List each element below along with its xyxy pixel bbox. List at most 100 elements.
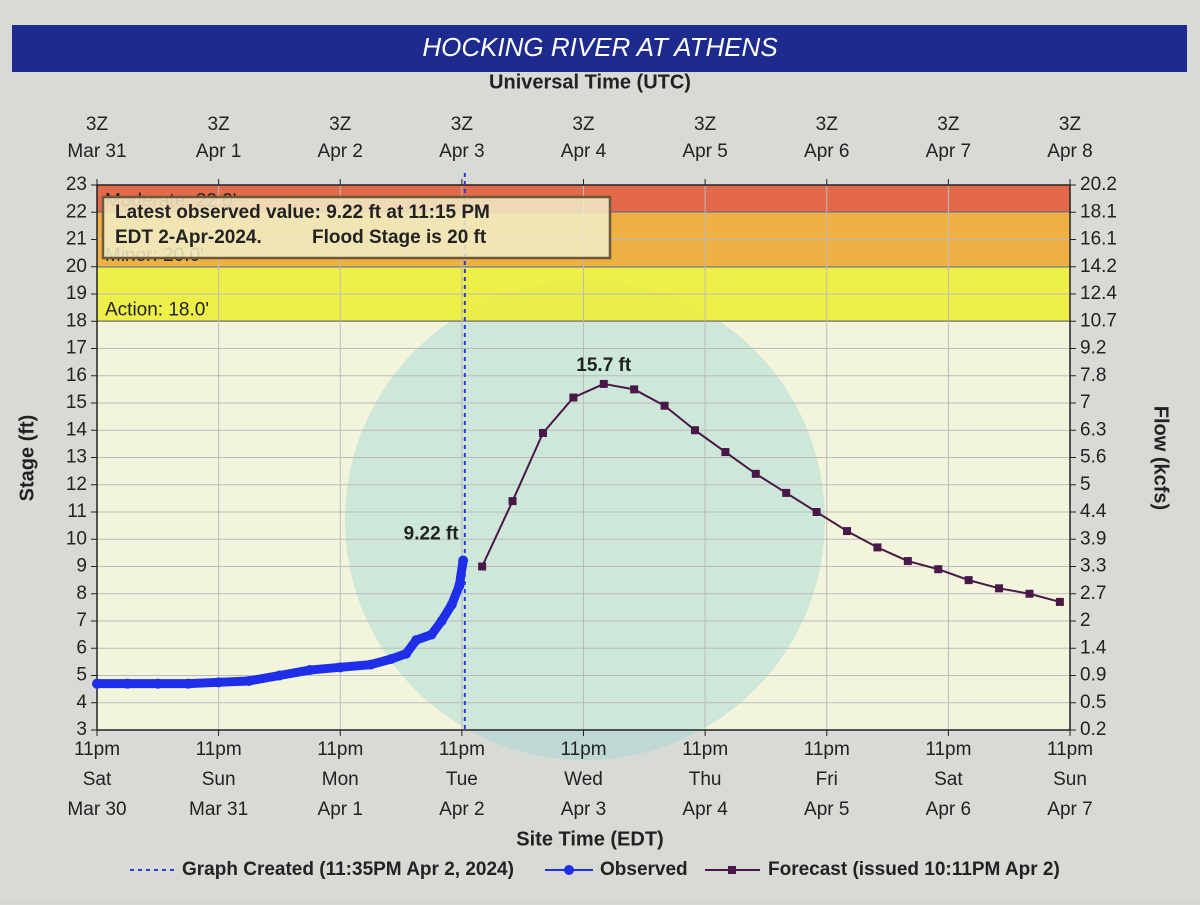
chart-title: HOCKING RIVER AT ATHENS	[422, 32, 778, 62]
x-tick-label: 11pm	[74, 739, 120, 760]
y-tick-label: 14	[66, 419, 88, 440]
forecast-point	[873, 543, 882, 552]
observed-point	[274, 670, 285, 681]
y-tick-label: 17	[66, 338, 87, 359]
x-tick-label: Mon	[322, 769, 359, 790]
y-tick-label: 10	[66, 528, 87, 549]
forecast-point	[995, 584, 1004, 593]
y-tick-label: 23	[66, 174, 87, 195]
x-tick-label: Apr 5	[804, 799, 849, 820]
plot-frame	[96, 184, 1071, 731]
observed-point	[183, 678, 194, 689]
forecast-point	[964, 576, 973, 585]
x2-tick-label: 3Z	[451, 114, 474, 135]
y2-tick-label: 18.1	[1080, 201, 1117, 222]
observed-point	[244, 675, 255, 686]
forecast-point	[690, 426, 699, 435]
x-tick-label: Sat	[83, 769, 112, 790]
y2-tick-label: 5.6	[1080, 447, 1106, 468]
annotation-line: Flood Stage is 20 ft	[312, 227, 487, 248]
y-tick-label: 22	[66, 201, 87, 222]
forecast-point	[630, 385, 639, 394]
y2-tick-label: 0.5	[1080, 692, 1106, 713]
forecast-point	[903, 557, 912, 566]
x2-tick-label: Apr 4	[561, 141, 607, 162]
watermark	[345, 280, 825, 760]
x-tick-label: 11pm	[925, 739, 971, 760]
y2-tick-label: 14.2	[1080, 256, 1117, 277]
y-tick-label: 13	[66, 447, 87, 468]
forecast-point	[934, 565, 943, 574]
x2-tick-label: 3Z	[86, 114, 109, 135]
y-tick-label: 11	[67, 501, 87, 522]
x-tick-label: Tue	[446, 769, 478, 790]
y-tick-label: 8	[76, 583, 87, 604]
flood-label: Action: 18.0'	[105, 299, 209, 320]
x-tick-label: 11pm	[560, 739, 606, 760]
x2-tick-label: Apr 5	[682, 141, 727, 162]
x2-tick-label: Apr 6	[804, 141, 849, 162]
value-label: 9.22 ft	[404, 524, 460, 545]
forecast-point	[782, 488, 791, 497]
forecast-point	[599, 379, 608, 388]
x-tick-label: Apr 2	[439, 799, 484, 820]
observed-point	[335, 662, 346, 673]
x-tick-label: Wed	[564, 769, 603, 790]
y2-tick-label: 5	[1080, 474, 1091, 495]
y-tick-label: 3	[76, 719, 87, 740]
observed-point	[122, 678, 133, 689]
y2-tick-label: 2	[1080, 610, 1091, 631]
forecast-point	[1025, 589, 1034, 598]
x-tick-label: Sun	[202, 769, 236, 790]
x-tick-label: Apr 7	[1047, 799, 1092, 820]
forecast-point	[538, 428, 547, 437]
y2-axis-title: Flow (kcfs)	[1150, 406, 1172, 510]
forecast-point	[569, 393, 578, 402]
y-tick-label: 9	[76, 556, 87, 577]
legend-swatch	[728, 866, 736, 874]
x-tick-label: Sat	[934, 769, 963, 790]
legend-label: Graph Created (11:35PM Apr 2, 2024)	[182, 859, 514, 880]
y2-tick-label: 7	[1080, 392, 1091, 413]
y-tick-label: 5	[76, 665, 87, 686]
x-tick-label: Thu	[689, 769, 722, 790]
observed-point	[446, 599, 457, 610]
y2-tick-label: 12.4	[1080, 283, 1117, 304]
observed-point	[401, 648, 412, 659]
title-bar	[12, 25, 1187, 72]
forecast-point	[751, 469, 760, 478]
x2-tick-label: 3Z	[1059, 114, 1082, 135]
annotation-line: EDT 2-Apr-2024.	[115, 227, 262, 248]
y-tick-label: 15	[66, 392, 87, 413]
legend-label: Forecast (issued 10:11PM Apr 2)	[768, 859, 1060, 880]
y2-tick-label: 16.1	[1080, 229, 1117, 250]
forecast-point	[812, 508, 821, 516]
observed-point	[385, 654, 396, 665]
x-tick-label: 11pm	[196, 739, 242, 760]
y2-tick-label: 0.2	[1080, 719, 1106, 740]
y2-tick-label: 3.3	[1080, 556, 1106, 577]
y2-tick-label: 6.3	[1080, 419, 1106, 440]
annotation-line: Latest observed value: 9.22 ft at 11:15 …	[115, 202, 490, 223]
y2-tick-label: 7.8	[1080, 365, 1106, 386]
y-tick-label: 18	[66, 310, 87, 331]
y2-tick-label: 10.7	[1080, 310, 1117, 331]
forecast-point	[843, 527, 852, 536]
observed-point	[213, 677, 224, 688]
forecast-point	[508, 497, 517, 506]
y-tick-label: 6	[76, 637, 87, 658]
y-tick-label: 12	[66, 474, 87, 495]
x2-tick-label: 3Z	[208, 114, 231, 135]
y-tick-label: 16	[66, 365, 87, 386]
x-tick-label: 11pm	[1047, 739, 1093, 760]
observed-point	[454, 580, 465, 591]
x-tick-label: Apr 1	[318, 799, 363, 820]
x2-tick-label: Apr 3	[439, 141, 484, 162]
forecast-point	[660, 401, 669, 410]
x2-tick-label: Apr 8	[1047, 141, 1092, 162]
x2-tick-label: Apr 1	[196, 141, 241, 162]
x2-tick-label: Mar 31	[67, 141, 126, 162]
observed-point	[152, 678, 163, 689]
x2-tick-label: 3Z	[694, 114, 717, 135]
